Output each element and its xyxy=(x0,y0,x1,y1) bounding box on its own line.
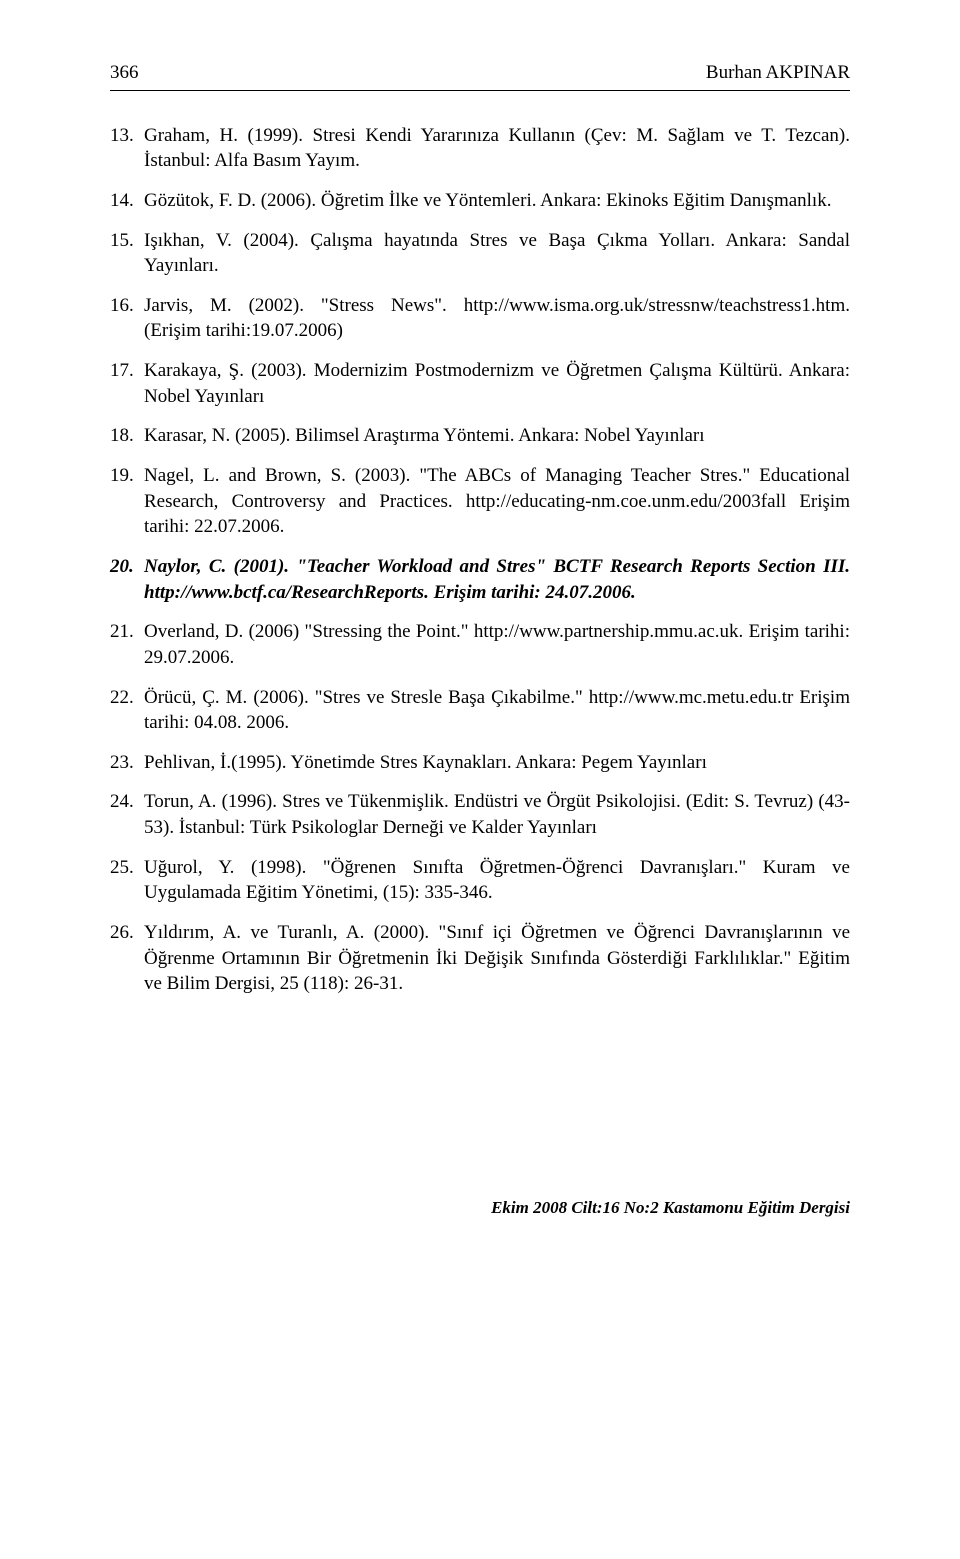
reference-text: Jarvis, M. (2002). "Stress News". http:/… xyxy=(144,293,850,344)
reference-item: 26.Yıldırım, A. ve Turanlı, A. (2000). "… xyxy=(110,920,850,997)
reference-text: Karakaya, Ş. (2003). Modernizim Postmode… xyxy=(144,358,850,409)
reference-item: 19.Nagel, L. and Brown, S. (2003). "The … xyxy=(110,463,850,540)
reference-text: Örücü, Ç. M. (2006). "Stres ve Stresle B… xyxy=(144,685,850,736)
reference-list: 13.Graham, H. (1999). Stresi Kendi Yarar… xyxy=(110,123,850,997)
reference-item: 22.Örücü, Ç. M. (2006). "Stres ve Stresl… xyxy=(110,685,850,736)
reference-item: 24.Torun, A. (1996). Stres ve Tükenmişli… xyxy=(110,789,850,840)
reference-text: Torun, A. (1996). Stres ve Tükenmişlik. … xyxy=(144,789,850,840)
reference-number: 15. xyxy=(110,228,144,279)
reference-number: 24. xyxy=(110,789,144,840)
reference-item: 18.Karasar, N. (2005). Bilimsel Araştırm… xyxy=(110,423,850,449)
reference-text: Uğurol, Y. (1998). "Öğrenen Sınıfta Öğre… xyxy=(144,855,850,906)
reference-number: 22. xyxy=(110,685,144,736)
author-name: Burhan AKPINAR xyxy=(706,60,850,86)
reference-number: 16. xyxy=(110,293,144,344)
reference-text: Pehlivan, İ.(1995). Yönetimde Stres Kayn… xyxy=(144,750,850,776)
reference-item: 14.Gözütok, F. D. (2006). Öğretim İlke v… xyxy=(110,188,850,214)
reference-number: 18. xyxy=(110,423,144,449)
journal-footer: Ekim 2008 Cilt:16 No:2 Kastamonu Eğitim … xyxy=(110,1197,850,1220)
reference-number: 21. xyxy=(110,619,144,670)
reference-item: 20.Naylor, C. (2001). "Teacher Workload … xyxy=(110,554,850,605)
reference-number: 14. xyxy=(110,188,144,214)
reference-number: 23. xyxy=(110,750,144,776)
reference-text: Yıldırım, A. ve Turanlı, A. (2000). "Sın… xyxy=(144,920,850,997)
reference-text: Graham, H. (1999). Stresi Kendi Yararını… xyxy=(144,123,850,174)
reference-item: 17.Karakaya, Ş. (2003). Modernizim Postm… xyxy=(110,358,850,409)
reference-item: 25.Uğurol, Y. (1998). "Öğrenen Sınıfta Ö… xyxy=(110,855,850,906)
reference-number: 13. xyxy=(110,123,144,174)
reference-text: Overland, D. (2006) "Stressing the Point… xyxy=(144,619,850,670)
reference-item: 13.Graham, H. (1999). Stresi Kendi Yarar… xyxy=(110,123,850,174)
reference-number: 20. xyxy=(110,554,144,605)
page-number: 366 xyxy=(110,60,139,86)
reference-text: Karasar, N. (2005). Bilimsel Araştırma Y… xyxy=(144,423,850,449)
reference-number: 26. xyxy=(110,920,144,997)
reference-text: Işıkhan, V. (2004). Çalışma hayatında St… xyxy=(144,228,850,279)
reference-text: Gözütok, F. D. (2006). Öğretim İlke ve Y… xyxy=(144,188,850,214)
reference-item: 23.Pehlivan, İ.(1995). Yönetimde Stres K… xyxy=(110,750,850,776)
reference-text: Nagel, L. and Brown, S. (2003). "The ABC… xyxy=(144,463,850,540)
reference-item: 16.Jarvis, M. (2002). "Stress News". htt… xyxy=(110,293,850,344)
reference-item: 15.Işıkhan, V. (2004). Çalışma hayatında… xyxy=(110,228,850,279)
reference-number: 19. xyxy=(110,463,144,540)
reference-item: 21.Overland, D. (2006) "Stressing the Po… xyxy=(110,619,850,670)
reference-number: 25. xyxy=(110,855,144,906)
reference-number: 17. xyxy=(110,358,144,409)
page-header: 366 Burhan AKPINAR xyxy=(110,60,850,91)
reference-text: Naylor, C. (2001). "Teacher Workload and… xyxy=(144,554,850,605)
